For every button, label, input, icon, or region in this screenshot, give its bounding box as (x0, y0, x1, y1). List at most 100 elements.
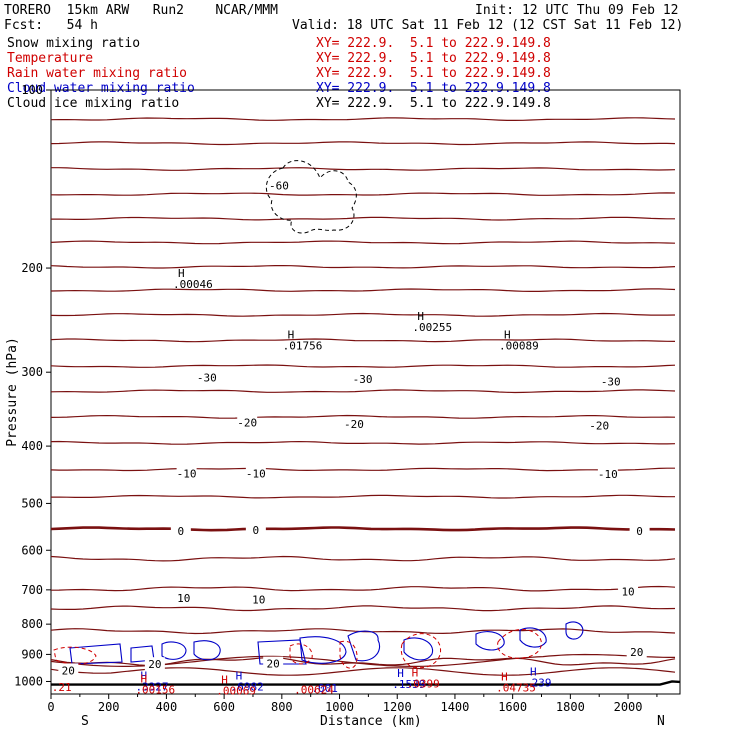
legend-xy-cloud-ice: XY= 222.9. 5.1 to 222.9.149.8 (316, 96, 551, 111)
legend-label-cloud-water: Cloud water mixing ratio (7, 81, 195, 96)
max-value: .00089 (499, 339, 539, 352)
rain-contour (497, 629, 542, 659)
isotherm-line (50, 288, 676, 292)
max-value: .21 (52, 681, 72, 694)
isotherm-line (50, 657, 676, 667)
cloud-water-contours (69, 621, 584, 665)
temp-label-bg (144, 657, 165, 671)
max-marker: H (236, 669, 243, 682)
temp-label-bg (589, 418, 610, 432)
isotherm-line (50, 628, 676, 635)
temp-label-bg (58, 663, 79, 677)
y-tick-label: 900 (21, 647, 43, 661)
contour-labels: -60 -30 -30 -30 -20 -20 -20 -10 -10 -10 0 0 0 10 10 10 2… (52, 178, 650, 697)
temp-label: -60 (269, 179, 289, 192)
y-tick-label: 500 (21, 496, 43, 510)
cloud-water-contour (347, 630, 380, 662)
x-tick-label: 1000 (325, 700, 354, 714)
legend-xy-rain: XY= 222.9. 5.1 to 222.9.149.8 (316, 66, 551, 81)
temp-label: -10 (246, 467, 266, 480)
temp-label: -30 (353, 373, 373, 386)
forecast-hour: Fcst: 54 h (4, 18, 98, 33)
temp-label-bg (237, 415, 258, 429)
temp-label-bg (618, 584, 639, 598)
isotherm-line (51, 494, 675, 499)
x-tick-label: 1400 (440, 700, 469, 714)
legend-label-cloud-ice: Cloud ice mixing ratio (7, 96, 180, 111)
temp-label: 0 (178, 525, 185, 538)
isotherm-line (50, 192, 676, 196)
isotherm-line (50, 389, 676, 394)
snow-contours (265, 160, 357, 234)
temp-label-bg (263, 656, 284, 670)
max-value: .3327 (135, 680, 168, 693)
temp-label: 0 (253, 524, 260, 537)
isotherm-line (50, 414, 676, 419)
cloud-water-contour (193, 640, 221, 661)
south-label: S (81, 714, 89, 729)
max-value: .01756 (283, 339, 323, 352)
x-tick-label: 1600 (498, 700, 527, 714)
max-marker: H (417, 310, 424, 323)
temp-label-bg (196, 370, 217, 384)
isotherm-line (50, 605, 676, 612)
x-tick-label: 2000 (614, 700, 643, 714)
max-value: .00255 (412, 321, 452, 334)
temp-label: -10 (598, 468, 618, 481)
temp-label-bg (170, 524, 191, 538)
legend-xy-snow: XY= 222.9. 5.1 to 222.9.149.8 (316, 36, 551, 51)
rain-contour (339, 640, 358, 669)
legend-xy-cloud-water: XY= 222.9. 5.1 to 222.9.149.8 (316, 81, 551, 96)
init-time: Init: 12 UTC Thu 09 Feb 12 (475, 3, 679, 18)
isotherm-line (50, 265, 676, 269)
valid-time: Valid: 18 UTC Sat 11 Feb 12 (12 CST Sat … (292, 18, 684, 33)
isotherm-line (50, 240, 676, 245)
max-value: .001 (311, 682, 338, 695)
cloud-water-contour (161, 641, 187, 660)
isotherm-line (50, 312, 676, 317)
max-marker: H (140, 673, 147, 686)
max-marker: H (288, 328, 295, 341)
cloud-water-contour (475, 631, 505, 651)
isotherm-line (50, 440, 676, 445)
max-marker: H (221, 673, 228, 686)
max-marker: H (504, 328, 511, 341)
max-value: .0399 (407, 678, 440, 691)
isotherm-line (50, 117, 676, 121)
rain-contours (53, 629, 542, 669)
max-marker: H (412, 667, 419, 680)
max-marker: H (530, 665, 537, 678)
x-tick-label: 200 (98, 700, 120, 714)
x-tick-label: 800 (271, 700, 293, 714)
y-tick-label: 400 (21, 439, 43, 453)
x-tick-label: 1800 (556, 700, 585, 714)
temp-label: -30 (197, 371, 217, 384)
temp-label: 10 (177, 592, 190, 605)
legend-label-snow: Snow mixing ratio (7, 36, 141, 51)
snow-contour (265, 160, 357, 234)
legend-xy-temperature: XY= 222.9. 5.1 to 222.9.149.8 (316, 51, 551, 66)
legend-label-temperature: Temperature (7, 51, 94, 66)
axes: 0 200 400 600 800 1000 1200 1400 1600 1800 2000100… (5, 83, 665, 729)
rain-contour (289, 643, 313, 665)
isotherm-line (50, 585, 676, 592)
plot-frame (50, 89, 681, 695)
max-value: .00156 (135, 684, 175, 697)
temp-label-bg (245, 523, 266, 537)
max-marker: H (397, 667, 404, 680)
cloud-water-contour (69, 643, 123, 665)
max-value: .6982 (231, 680, 264, 693)
temp-label: -30 (601, 375, 621, 388)
y-tick-label: 700 (21, 583, 43, 597)
temp-label: 10 (621, 585, 634, 598)
plot-title: TORERO 15km ARW Run2 NCAR/MMM (4, 3, 278, 18)
temp-label: 20 (148, 658, 161, 671)
temp-label: -10 (177, 467, 197, 480)
temp-label: -20 (589, 419, 609, 432)
max-value: .00624 (294, 683, 334, 696)
temp-label: 10 (252, 594, 265, 607)
isotherm-line (51, 167, 676, 171)
max-value: .1539 (392, 678, 425, 691)
y-tick-label: 600 (21, 543, 43, 557)
